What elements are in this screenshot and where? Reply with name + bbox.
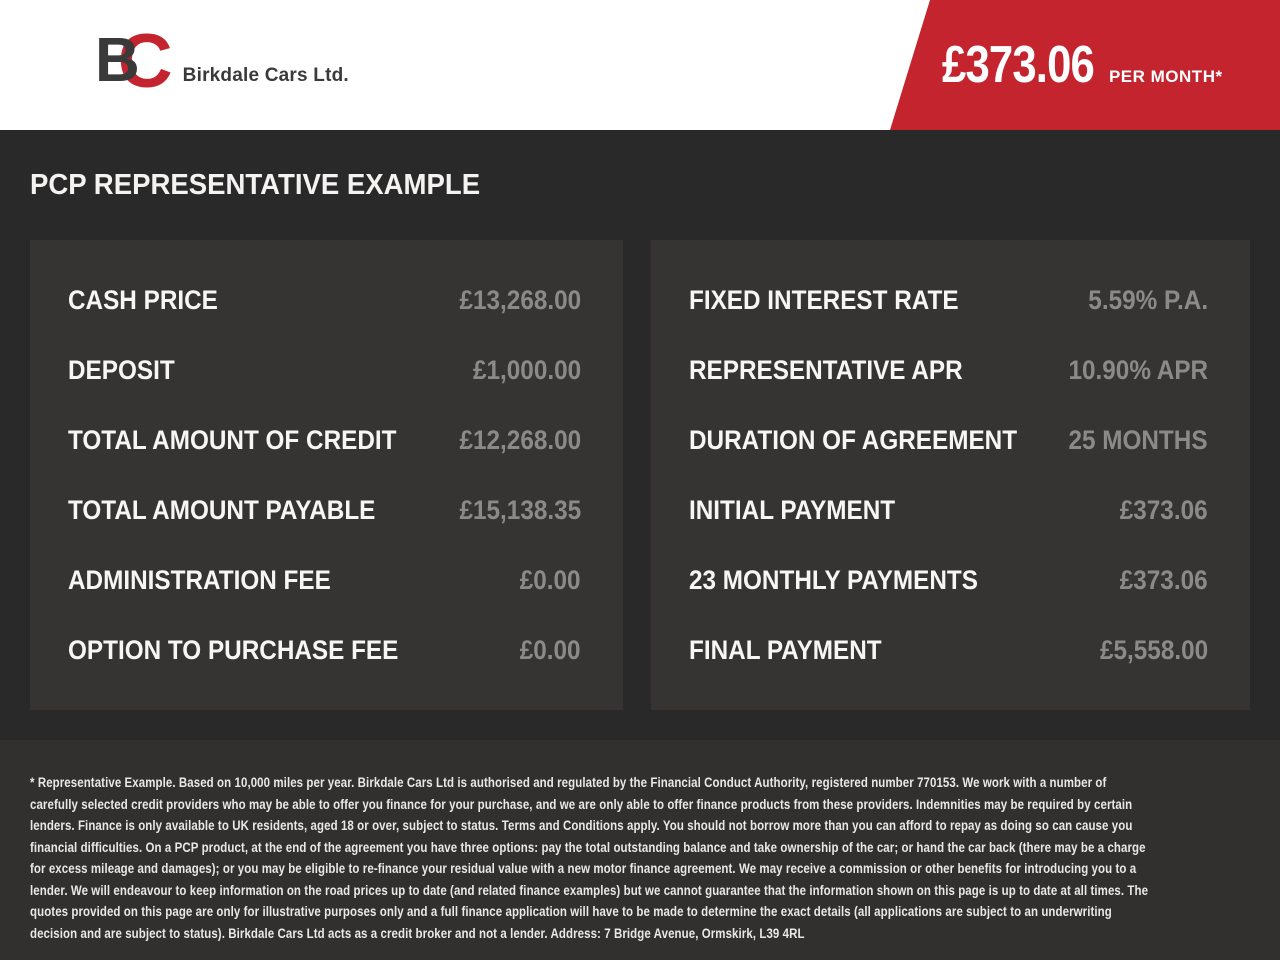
header-bar: B C Birkdale Cars Ltd. £373.06 PER MONTH… [0, 0, 1280, 130]
finance-value: £373.06 [1120, 564, 1208, 595]
finance-label: DURATION OF AGREEMENT [688, 424, 1018, 455]
finance-value: £0.00 [520, 564, 581, 595]
finance-value: 25 MONTHS [1068, 424, 1208, 455]
finance-label: 23 MONTHLY PAYMENTS [688, 564, 978, 595]
finance-value: £15,138.35 [459, 494, 581, 525]
finance-row-option-to-purchase-fee: OPTION TO PURCHASE FEE £0.00 [68, 615, 581, 685]
page-title: PCP REPRESENTATIVE EXAMPLE [30, 169, 481, 201]
finance-value: £373.06 [1120, 494, 1208, 525]
finance-panel-left: CASH PRICE £13,268.00 DEPOSIT £1,000.00 … [30, 240, 623, 710]
finance-row-monthly-payments: 23 MONTHLY PAYMENTS £373.06 [689, 545, 1208, 615]
finance-row-final-payment: FINAL PAYMENT £5,558.00 [689, 615, 1208, 685]
finance-row-duration: DURATION OF AGREEMENT 25 MONTHS [689, 405, 1208, 475]
finance-label: ADMINISTRATION FEE [68, 564, 331, 595]
finance-value: £12,268.00 [459, 424, 581, 455]
finance-row-representative-apr: REPRESENTATIVE APR 10.90% APR [689, 335, 1208, 405]
logo-monogram-c: C [117, 19, 173, 104]
finance-value: £13,268.00 [459, 284, 581, 315]
finance-label: TOTAL AMOUNT OF CREDIT [68, 424, 397, 455]
main-content: PCP REPRESENTATIVE EXAMPLE CASH PRICE £1… [0, 130, 1280, 740]
footer-disclaimer-section: * Representative Example. Based on 10,00… [0, 740, 1280, 960]
finance-row-admin-fee: ADMINISTRATION FEE £0.00 [68, 545, 581, 615]
finance-value: £5,558.00 [1099, 634, 1208, 665]
finance-label: REPRESENTATIVE APR [688, 354, 963, 385]
finance-label: INITIAL PAYMENT [688, 494, 896, 525]
monthly-price-amount: £373.06 [942, 36, 1095, 94]
price-banner: £373.06 PER MONTH* [890, 0, 1280, 130]
finance-row-cash-price: CASH PRICE £13,268.00 [68, 265, 581, 335]
finance-value: 5.59% P.A. [1088, 284, 1208, 315]
finance-label: CASH PRICE [68, 284, 218, 315]
finance-row-total-credit: TOTAL AMOUNT OF CREDIT £12,268.00 [68, 405, 581, 475]
finance-value: 10.90% APR [1068, 354, 1208, 385]
finance-row-fixed-interest-rate: FIXED INTEREST RATE 5.59% P.A. [689, 265, 1208, 335]
finance-panels: CASH PRICE £13,268.00 DEPOSIT £1,000.00 … [30, 240, 1250, 710]
finance-label: OPTION TO PURCHASE FEE [68, 634, 399, 665]
finance-label: TOTAL AMOUNT PAYABLE [68, 494, 376, 525]
finance-row-total-payable: TOTAL AMOUNT PAYABLE £15,138.35 [68, 475, 581, 545]
finance-value: £1,000.00 [472, 354, 581, 385]
price-banner-content: £373.06 PER MONTH* [942, 35, 1223, 95]
finance-label: FIXED INTEREST RATE [688, 284, 959, 315]
company-logo: B C Birkdale Cars Ltd. [95, 19, 349, 104]
finance-label: DEPOSIT [68, 354, 175, 385]
logo-monogram-b: B [95, 26, 140, 95]
finance-row-deposit: DEPOSIT £1,000.00 [68, 335, 581, 405]
monthly-price-period-label: PER MONTH* [1108, 67, 1223, 86]
finance-row-initial-payment: INITIAL PAYMENT £373.06 [689, 475, 1208, 545]
company-name: Birkdale Cars Ltd. [182, 65, 349, 86]
finance-value: £0.00 [520, 634, 581, 665]
disclaimer-text: * Representative Example. Based on 10,00… [30, 775, 1149, 941]
finance-panel-right: FIXED INTEREST RATE 5.59% P.A. REPRESENT… [650, 240, 1250, 710]
finance-label: FINAL PAYMENT [688, 634, 882, 665]
